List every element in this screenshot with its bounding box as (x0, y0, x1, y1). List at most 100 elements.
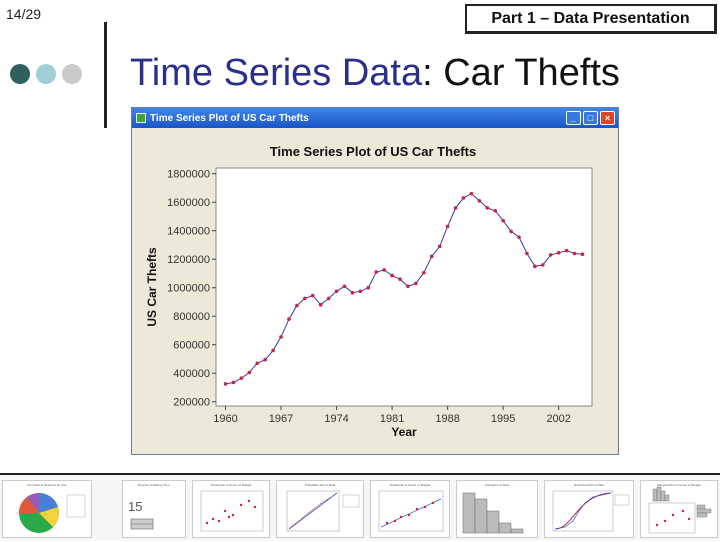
dot-dark (10, 64, 30, 84)
decorative-dots (10, 64, 82, 84)
app-icon (136, 113, 146, 123)
data-point (437, 244, 442, 249)
data-point (485, 206, 490, 210)
data-point (295, 303, 299, 308)
thumbnail-scatterplot[interactable]: Scatterplot of Gross vs Budget (192, 480, 270, 538)
dot-teal (36, 64, 56, 84)
data-point (303, 296, 307, 301)
chart-title: Time Series Plot of US Car Thefts (270, 144, 476, 159)
data-point (342, 284, 347, 289)
data-point (541, 263, 545, 267)
boxplot-icon (130, 518, 154, 530)
slide-title-rest: : Car Thefts (422, 52, 620, 94)
data-point (533, 264, 537, 269)
data-point (271, 348, 275, 353)
scatterplot-fit-icon (378, 490, 444, 532)
data-point (255, 361, 260, 366)
thumbnail-pie-chart[interactable]: Pie Chart of Reasons for Visit (2, 480, 92, 538)
window-title: Time Series Plot of US Car Thefts (150, 112, 309, 124)
data-point (350, 290, 355, 295)
data-point (287, 317, 291, 321)
dot-gray (62, 64, 82, 84)
minimize-button[interactable]: _ (566, 111, 581, 125)
plot-area (215, 167, 593, 407)
y-tick-label: 800000 (173, 311, 210, 323)
thumbnail-title: Scatterplot of Gross vs Budget (210, 483, 252, 487)
data-point (398, 277, 402, 281)
data-point (469, 191, 474, 196)
data-point (580, 252, 585, 257)
thumbnail-title: Histogram of Data (484, 483, 510, 487)
plot-window: Time Series Plot of US Car Thefts _ □ × … (131, 107, 619, 455)
series-line (225, 193, 583, 385)
section-label: Part 1 – Data Presentation (491, 9, 690, 27)
y-tick-label: 200000 (173, 397, 210, 409)
x-tick-label: 1995 (491, 413, 515, 425)
thumbnail-title: Empirical CDF of Data (574, 483, 604, 487)
data-point (239, 376, 244, 381)
thumbnail-title: Scatterplot of Gross vs Budget (389, 483, 431, 487)
probability-plot-icon (286, 490, 360, 532)
data-point (572, 251, 577, 256)
data-point (263, 357, 267, 362)
time-series-chart: Time Series Plot of US Car Thefts 200000… (132, 128, 618, 454)
y-tick-label: 1400000 (167, 226, 210, 238)
data-point (548, 253, 553, 257)
maximize-button[interactable]: □ (583, 111, 598, 125)
data-point (374, 270, 379, 274)
thumbnail-marginal-plot[interactable]: Marginal Plot of Gross vs Budget (640, 480, 718, 538)
slide-title: Time Series Data: Car Thefts (130, 52, 620, 95)
histogram-icon (462, 492, 524, 534)
data-point (477, 198, 482, 203)
y-axis-label: US Car Thefts (145, 247, 159, 327)
data-point (493, 208, 498, 213)
data-point (247, 370, 252, 375)
x-tick-label: 1974 (324, 413, 348, 425)
slide-number: 14/29 (6, 6, 42, 22)
data-point (406, 284, 410, 289)
x-tick-label: 2002 (546, 413, 570, 425)
x-tick-label: 1981 (380, 413, 404, 425)
data-point (390, 273, 394, 278)
thumbnail-probability-plot[interactable]: Probability Plot of Data (276, 480, 364, 538)
y-tick-label: 1800000 (167, 169, 210, 181)
x-axis-label: Year (391, 425, 417, 439)
thumbnail-boxplot[interactable]: Boxplot of Waiting Time (122, 480, 186, 538)
thumbnail-histogram[interactable]: Histogram of Data (456, 480, 538, 538)
y-tick-label: 1600000 (167, 197, 210, 209)
data-point (461, 196, 466, 200)
data-point (279, 335, 283, 339)
pie-chart-icon (19, 493, 86, 533)
data-point (501, 218, 505, 223)
data-point (429, 254, 434, 259)
data-point (366, 285, 371, 290)
data-point (318, 303, 323, 307)
data-point (358, 289, 363, 294)
thumbnail-scatterplot-fit[interactable]: Scatterplot of Gross vs Budget (370, 480, 450, 538)
close-button[interactable]: × (600, 111, 615, 125)
section-title: Part 1 – Data Presentation (465, 4, 717, 34)
data-point (525, 251, 529, 256)
thumbnail-title: Marginal Plot of Gross vs Budget (657, 483, 701, 487)
x-tick-label: 1967 (269, 413, 293, 425)
data-point (414, 281, 418, 286)
scatterplot-icon (200, 490, 264, 532)
thumbnail-title: Pie Chart of Reasons for Visit (27, 483, 67, 487)
data-point (326, 296, 331, 301)
thumbnail-empirical-cdf[interactable]: Empirical CDF of Data (544, 480, 634, 538)
data-point (453, 206, 458, 210)
data-point (382, 268, 386, 272)
thumbnail-boxplot-label: 15 (128, 499, 143, 514)
data-point (509, 229, 513, 234)
data-point (422, 270, 426, 275)
x-tick-label: 1960 (213, 413, 237, 425)
data-point (556, 250, 561, 255)
data-point (564, 248, 569, 253)
title-divider (104, 22, 107, 128)
data-point (231, 380, 236, 385)
y-tick-label: 600000 (173, 340, 210, 352)
data-point (517, 235, 521, 239)
thumbnail-strip: Pie Chart of Reasons for Visit Boxplot o… (0, 473, 720, 540)
window-titlebar[interactable]: Time Series Plot of US Car Thefts _ □ × (132, 108, 618, 128)
marginal-plot-icon (648, 486, 712, 534)
